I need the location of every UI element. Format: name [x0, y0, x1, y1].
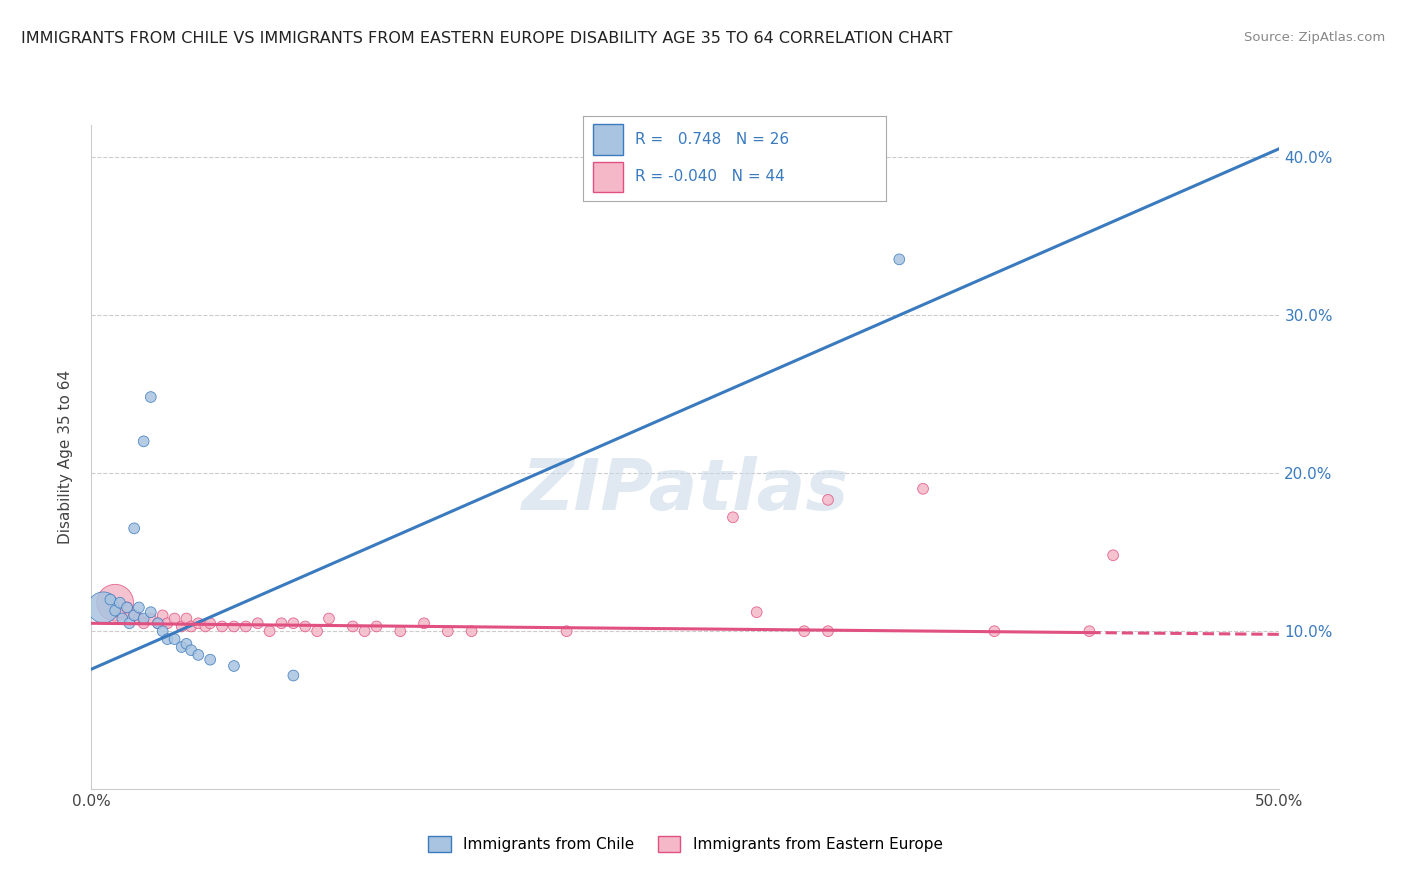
Point	[389, 624, 412, 639]
Point	[194, 619, 217, 633]
Point	[353, 624, 375, 639]
Point	[128, 600, 150, 615]
Point	[983, 624, 1005, 639]
Point	[222, 619, 245, 633]
Point	[200, 653, 222, 667]
Point	[132, 616, 155, 631]
Point	[156, 632, 179, 646]
Point	[139, 605, 162, 619]
Point	[108, 605, 131, 619]
Point	[889, 252, 911, 267]
Point	[200, 616, 222, 631]
Point	[170, 640, 193, 654]
Point	[366, 619, 388, 633]
Point	[111, 611, 134, 625]
Y-axis label: Disability Age 35 to 64: Disability Age 35 to 64	[58, 370, 73, 544]
Point	[793, 624, 815, 639]
Point	[118, 616, 141, 631]
Text: R =   0.748   N = 26: R = 0.748 N = 26	[636, 132, 789, 147]
Point	[1078, 624, 1101, 639]
Point	[100, 592, 122, 607]
Point	[163, 611, 186, 625]
Bar	[592, 161, 623, 192]
Point	[104, 596, 127, 610]
Point	[187, 648, 209, 662]
Point	[180, 643, 202, 657]
Point	[156, 616, 179, 631]
Point	[294, 619, 316, 633]
Text: ZIPatlas: ZIPatlas	[522, 456, 849, 524]
Point	[211, 619, 233, 633]
Point	[436, 624, 458, 639]
Point	[270, 616, 292, 631]
Point	[187, 616, 209, 631]
Point	[132, 434, 155, 449]
Point	[342, 619, 364, 633]
Point	[152, 608, 174, 623]
Point	[176, 637, 198, 651]
Point	[115, 600, 138, 615]
Point	[817, 624, 839, 639]
Point	[139, 611, 162, 625]
Point	[176, 611, 198, 625]
Point	[307, 624, 329, 639]
Point	[222, 659, 245, 673]
Point	[115, 600, 138, 615]
Point	[122, 608, 145, 623]
Point	[555, 624, 578, 639]
Point	[246, 616, 269, 631]
Point	[128, 611, 150, 625]
Point	[413, 616, 436, 631]
Point	[180, 619, 202, 633]
Point	[163, 632, 186, 646]
Bar	[592, 124, 623, 155]
Point	[146, 616, 169, 631]
Point	[122, 608, 145, 623]
Point	[91, 600, 114, 615]
Point	[817, 492, 839, 507]
Point	[283, 668, 305, 682]
Point	[460, 624, 482, 639]
Point	[152, 624, 174, 639]
Point	[104, 604, 127, 618]
Point	[132, 611, 155, 625]
Point	[139, 390, 162, 404]
Point	[745, 605, 768, 619]
Point	[283, 616, 305, 631]
Point	[235, 619, 257, 633]
Text: IMMIGRANTS FROM CHILE VS IMMIGRANTS FROM EASTERN EUROPE DISABILITY AGE 35 TO 64 : IMMIGRANTS FROM CHILE VS IMMIGRANTS FROM…	[21, 31, 952, 46]
Text: R = -0.040   N = 44: R = -0.040 N = 44	[636, 169, 785, 185]
Point	[170, 619, 193, 633]
Point	[108, 596, 131, 610]
Point	[721, 510, 744, 524]
Legend: Immigrants from Chile, Immigrants from Eastern Europe: Immigrants from Chile, Immigrants from E…	[422, 830, 949, 858]
Point	[259, 624, 281, 639]
Point	[1102, 548, 1125, 562]
Point	[122, 521, 145, 535]
Text: Source: ZipAtlas.com: Source: ZipAtlas.com	[1244, 31, 1385, 45]
Point	[318, 611, 340, 625]
Point	[146, 616, 169, 631]
Point	[911, 482, 934, 496]
